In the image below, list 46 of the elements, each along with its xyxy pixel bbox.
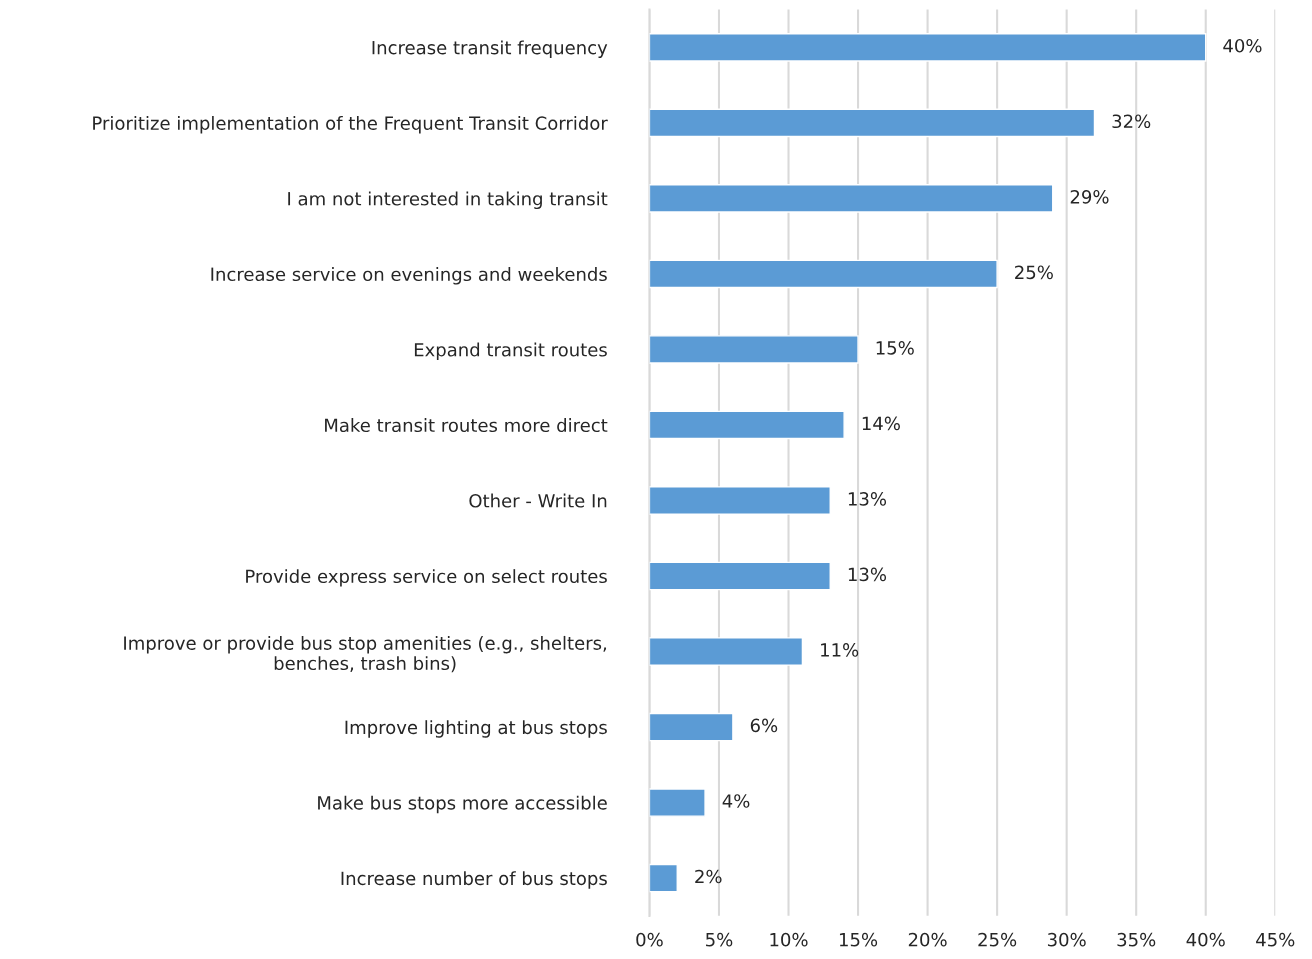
data-label: 29% <box>1070 189 1109 204</box>
x-tick-label: 15% <box>839 932 878 947</box>
data-label: 15% <box>876 341 914 355</box>
x-tick-label: 45% <box>1256 932 1295 947</box>
bar <box>649 863 678 893</box>
bar <box>649 259 998 289</box>
x-tick-label: 30% <box>1047 932 1086 947</box>
x-tick-label: 25% <box>978 932 1017 947</box>
y-tick-label: I am not interested in taking transit <box>288 191 608 210</box>
x-tick-label: 35% <box>1117 932 1156 947</box>
bar <box>649 712 734 742</box>
x-tick-label: 0% <box>636 932 663 947</box>
y-tick-label: Increase transit frequency <box>372 40 608 58</box>
y-tick-label: Improve lighting at bus stops <box>345 720 607 738</box>
bar <box>649 637 804 666</box>
y-tick-label: Increase service on evenings and weekends <box>211 267 607 285</box>
x-tick-label: 20% <box>908 932 947 947</box>
y-tick-label: Make transit routes more direct <box>325 418 608 433</box>
y-tick-label: Provide express service on select routes <box>246 569 607 587</box>
bar <box>649 184 1054 213</box>
data-label: 13% <box>848 567 887 582</box>
bar <box>649 788 706 817</box>
y-tick-label: Other - Write In <box>469 493 607 508</box>
x-tick-label: 10% <box>770 932 808 947</box>
data-label: 4% <box>722 794 750 808</box>
bar <box>649 108 1096 138</box>
bar <box>649 561 831 591</box>
data-label: 2% <box>695 869 722 884</box>
bar <box>649 410 845 440</box>
y-tick-label: Prioritize implementation of the Frequent Transit Corridor <box>93 116 608 134</box>
data-label: 11% <box>821 643 859 657</box>
y-tick-label: Expand transit routes <box>414 342 607 361</box>
x-tick-label: 40% <box>1186 932 1225 947</box>
bar <box>649 335 859 364</box>
y-tick-label: Make bus stops more accessible <box>318 795 607 814</box>
data-label: 40% <box>1223 38 1262 53</box>
data-label: 32% <box>1112 114 1151 129</box>
y-tick-label: Improve or provide bus stop amenities (e.g., shelters, benches, trash bins) <box>124 635 607 673</box>
y-tick-label: Increase number of bus stops <box>341 871 607 889</box>
bar <box>649 486 831 515</box>
data-label: 25% <box>1015 265 1053 280</box>
data-label: 6% <box>750 718 778 733</box>
x-tick-label: 5% <box>706 932 733 947</box>
bar <box>649 33 1207 62</box>
data-label: 13% <box>848 492 887 506</box>
data-label: 14% <box>862 416 900 431</box>
